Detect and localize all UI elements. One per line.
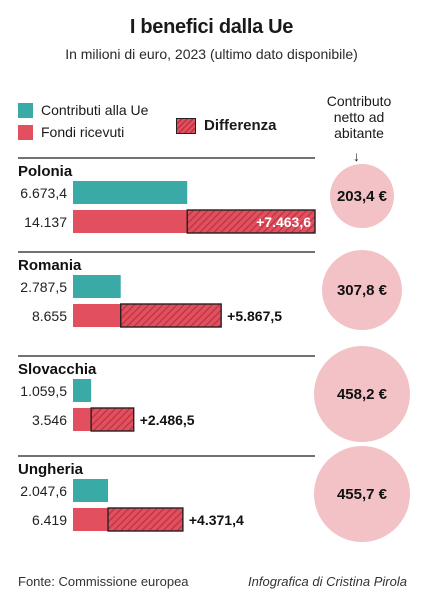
legend-differenza: Differenza	[176, 117, 277, 134]
country-name: Ungheria	[18, 461, 84, 478]
contributi-value: 6.673,4	[20, 185, 67, 201]
country-name: Polonia	[18, 163, 73, 180]
fondi-bar	[73, 408, 92, 431]
differenza-value: +7.463,6	[256, 214, 311, 230]
contributi-value: 2.047,6	[20, 483, 67, 499]
down-arrow-icon: ↓	[353, 148, 360, 164]
legend-contributi: Contributi alla Ue	[18, 102, 148, 118]
legend-differenza-label: Differenza	[204, 117, 277, 134]
netto-value: 458,2 €	[337, 386, 388, 403]
footer-source: Fonte: Commissione europea	[18, 574, 189, 589]
differenza-value: +5.867,5	[227, 308, 282, 324]
fondi-value: 6.419	[32, 512, 67, 528]
netto-circle	[322, 250, 402, 330]
netto-value: 307,8 €	[337, 282, 388, 299]
netto-header: Contributo netto ad abitante	[326, 93, 392, 141]
fondi-bar	[73, 508, 109, 531]
fondi-bar	[73, 210, 188, 233]
fondi-bar	[73, 304, 121, 327]
netto-circle	[314, 446, 410, 542]
footer-credit: Infografica di Cristina Pirola	[248, 574, 407, 589]
contributi-bar	[73, 181, 188, 204]
differenza-bar	[90, 407, 135, 432]
differenza-value: +2.486,5	[140, 412, 195, 428]
country-name: Slovacchia	[18, 361, 97, 378]
contributi-bar	[73, 479, 109, 502]
contributi-value: 1.059,5	[20, 383, 67, 399]
legend-contributi-swatch	[18, 102, 33, 118]
differenza-value: +4.371,4	[189, 512, 244, 528]
netto-value: 203,4 €	[337, 188, 388, 205]
fondi-value: 14.137	[24, 214, 67, 230]
contributi-bar	[73, 275, 121, 298]
legend-differenza-swatch	[176, 117, 196, 134]
fondi-value: 3.546	[32, 412, 67, 428]
legend-fondi: Fondi ricevuti	[18, 124, 124, 140]
fondi-value: 8.655	[32, 308, 67, 324]
legend-fondi-label: Fondi ricevuti	[41, 124, 125, 140]
legend-contributi-label: Contributi alla Ue	[41, 102, 149, 118]
legend-fondi-swatch	[18, 124, 33, 140]
differenza-bar	[107, 507, 184, 532]
differenza-bar	[120, 303, 222, 328]
country-name: Romania	[18, 257, 82, 274]
chart-title: I benefici dalla Ue	[129, 16, 294, 38]
netto-circle	[330, 164, 394, 228]
chart-subtitle: In milioni di euro, 2023 (ultimo dato di…	[65, 46, 358, 62]
contributi-value: 2.787,5	[20, 279, 67, 295]
differenza-bar	[186, 209, 316, 234]
netto-circle	[314, 346, 410, 442]
contributi-bar	[73, 379, 92, 402]
netto-value: 455,7 €	[337, 486, 388, 503]
